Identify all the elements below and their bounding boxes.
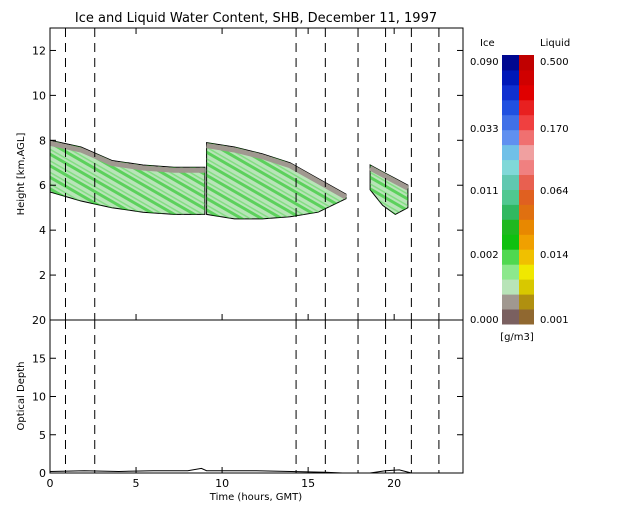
colorbar-ice-swatch-2 [502,279,519,295]
colorbar-ice-swatch-16 [502,69,519,86]
colorbar-liquid-swatch-8 [519,189,534,205]
bottom-x-tick-label-0: 0 [47,477,54,490]
colorbar-liquid-swatch-0 [519,309,534,325]
bottom-x-tick-label-4: 20 [387,477,401,490]
top-y-tick-label-0: 2 [39,269,46,282]
colorbar-ice-label-3: 0.002 [470,250,499,261]
colorbar-liquid-swatch-13 [519,114,534,131]
cloud-layer-edge-2 [368,165,410,191]
colorbar-liquid-swatch-10 [519,159,534,175]
colorbar-liquid-swatch-14 [519,99,534,116]
colorbar-ice-swatch-17 [502,55,519,71]
colorbar-ice-column [502,55,519,325]
top-y-ticks: 2 4 6 8 10 12 [32,44,463,282]
colorbar-liquid-label-0: 0.500 [540,57,569,68]
bottom-y-tick-label-0: 0 [39,467,46,480]
colorbar-ice-swatch-12 [502,129,519,146]
colorbar-liquid-swatch-17 [519,55,534,71]
colorbar-liquid-swatch-4 [519,249,534,265]
colorbar-ice-swatch-9 [502,174,519,190]
bottom-x-tick-label-3: 15 [301,477,315,490]
colorbar-ice-swatch-13 [502,114,519,131]
x-axis-label: Time (hours, GMT) [209,492,303,503]
colorbar-units: [g/m3] [500,332,534,343]
bottom-y-tick-label-2: 10 [32,391,46,404]
colorbar-ice-swatch-15 [502,84,519,101]
colorbar-ice-header: Ice [480,38,495,49]
colorbar-ice-label-1: 0.033 [470,124,499,135]
colorbar-liquid-swatch-7 [519,204,534,220]
colorbar-ice-swatch-11 [502,144,519,161]
chart-title: Ice and Liquid Water Content, SHB, Decem… [75,11,437,26]
top-y-tick-label-1: 4 [39,224,46,237]
bottom-panel: 0 5 10 15 20 0 5 10 15 20 Optical Depth Time (ho… [16,314,464,503]
colorbar: Ice Liquid 0.090 0.033 0.011 0.002 0.000 0.5… [470,38,570,343]
colorbar-ice-swatch-3 [502,264,519,280]
colorbar-liquid-swatch-12 [519,129,534,146]
colorbar-ice-swatch-7 [502,204,519,220]
colorbar-liquid-swatch-6 [519,219,534,235]
colorbar-ice-swatch-10 [502,159,519,175]
colorbar-liquid-swatch-5 [519,234,534,250]
bottom-y-ticks: 0 5 10 15 20 [32,314,463,480]
cloud-layer-texture-2 [370,165,408,215]
colorbar-liquid-label-4: 0.001 [540,315,569,326]
bottom-y-axis-label: Optical Depth [16,362,27,431]
top-dashed-lines [64,28,440,320]
colorbar-liquid-swatch-9 [519,174,534,190]
top-panel: 2 4 6 8 10 12 Height [km,AGL] [16,27,464,321]
cloud-layer-texture-0 [50,140,205,215]
top-x-ticks [49,28,395,320]
top-y-tick-label-4: 10 [32,89,46,102]
colorbar-liquid-labels: 0.500 0.170 0.064 0.014 0.001 [540,57,569,326]
colorbar-ice-label-0: 0.090 [470,57,499,68]
colorbar-ice-swatch-0 [502,309,519,325]
colorbar-ice-label-4: 0.000 [470,315,499,326]
bottom-dashed-lines [64,320,440,473]
colorbar-ice-swatch-4 [502,249,519,265]
cloud-layer-edge-1 [206,143,348,200]
bottom-x-ticks: 0 5 10 15 20 [47,467,401,490]
colorbar-liquid-label-2: 0.064 [540,186,569,197]
colorbar-liquid-swatch-3 [519,264,534,280]
colorbar-ice-label-2: 0.011 [470,186,499,197]
colorbar-liquid-swatch-16 [519,69,534,86]
colorbar-ice-swatch-14 [502,99,519,116]
bottom-y-tick-label-4: 20 [32,314,46,327]
colorbar-liquid-swatch-11 [519,144,534,161]
colorbar-ice-swatch-5 [502,234,519,250]
colorbar-ice-swatch-1 [502,294,519,310]
top-y-tick-label-2: 6 [39,179,46,192]
colorbar-liquid-column [519,55,534,325]
colorbar-liquid-label-3: 0.014 [540,250,569,261]
colorbar-liquid-header: Liquid [540,38,570,49]
cloud-layers [50,139,410,220]
bottom-x-tick-label-2: 10 [215,477,229,490]
bottom-x-tick-label-1: 5 [133,477,140,490]
top-y-axis-label: Height [km,AGL] [16,133,27,216]
colorbar-liquid-swatch-1 [519,294,534,310]
colorbar-ice-swatch-8 [502,189,519,205]
cloud-layer-texture-1 [206,142,346,219]
optical-depth-line [50,467,463,473]
top-y-tick-label-5: 12 [32,44,46,57]
colorbar-ice-swatch-6 [502,219,519,235]
colorbar-liquid-label-1: 0.170 [540,124,569,135]
bottom-y-tick-label-1: 5 [39,429,46,442]
colorbar-liquid-swatch-15 [519,84,534,101]
bottom-y-tick-label-3: 15 [32,352,46,365]
cloud-layer-edge-0 [50,140,205,173]
colorbar-ice-labels: 0.090 0.033 0.011 0.002 0.000 [470,57,499,326]
bottom-plot-frame [49,319,464,474]
top-y-tick-label-3: 8 [39,134,46,147]
colorbar-liquid-swatch-2 [519,279,534,295]
